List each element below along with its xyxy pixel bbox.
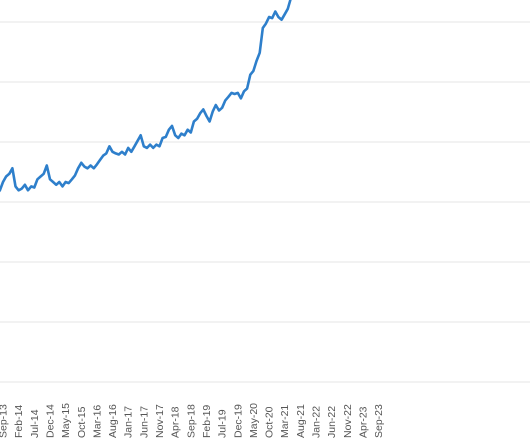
x-tick-label: Apr-23	[357, 406, 369, 438]
x-tick-label: Dec-14	[44, 404, 56, 438]
x-tick-label: Jun-22	[326, 406, 338, 438]
x-tick-label: Oct-15	[76, 406, 88, 438]
x-tick-label: Jan-22	[311, 406, 323, 438]
series-line	[0, 0, 292, 193]
x-tick-label: Dec-19	[232, 404, 244, 438]
x-tick-label: Mar-21	[279, 405, 291, 438]
x-tick-label: Sep-13	[0, 404, 10, 438]
x-tick-label: Jul-14	[29, 409, 41, 438]
x-tick-label: Apr-18	[170, 406, 182, 438]
x-tick-label: May-15	[60, 403, 72, 438]
x-tick-label: Sep-18	[185, 404, 197, 438]
x-tick-label: May-20	[248, 403, 260, 438]
x-tick-label: Oct-20	[264, 406, 276, 438]
gridlines	[0, 21, 530, 383]
x-tick-label: Jan-17	[123, 406, 135, 438]
x-tick-label: Mar-16	[91, 405, 103, 438]
x-tick-label: Nov-17	[154, 404, 166, 438]
x-tick-label: Nov-22	[342, 404, 354, 438]
x-axis-tick-labels: Sep-13 Feb-14 Jul-14 Dec-14 May-15 Oct-15 Mar-…	[0, 403, 385, 438]
x-tick-label: Feb-19	[201, 405, 213, 438]
x-tick-label: Sep-23	[373, 404, 385, 438]
x-tick-label: Feb-14	[13, 405, 25, 438]
x-tick-label: Aug-21	[295, 404, 307, 438]
x-tick-label: Jul-19	[217, 409, 229, 438]
x-tick-label: Aug-16	[107, 404, 119, 438]
x-tick-label: Jun-17	[138, 406, 150, 438]
